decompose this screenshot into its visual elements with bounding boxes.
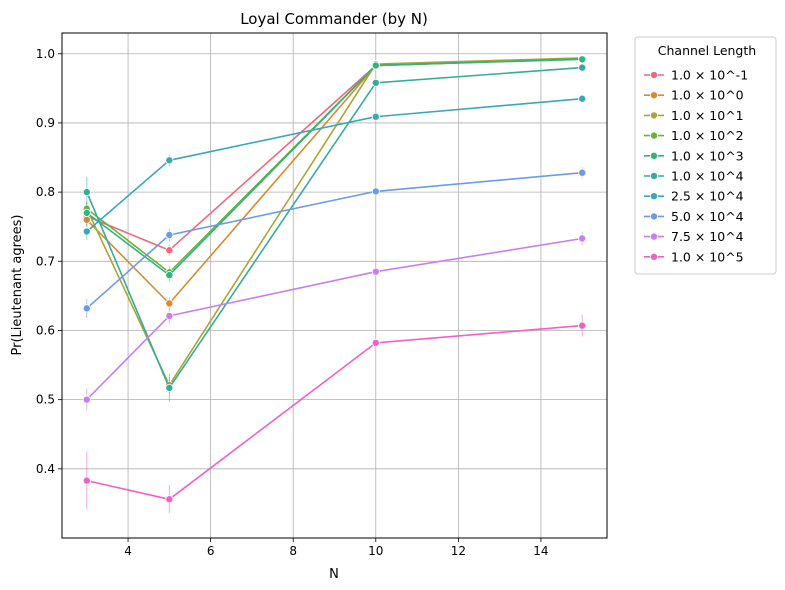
plot-frame [61,32,608,539]
legend-label: 1.0 × 10^3 [671,148,744,163]
legend-item: 1.0 × 10^5 [644,249,744,264]
series-line [86,237,583,401]
data-point [578,94,587,103]
x-tick-label: 10 [368,544,383,558]
legend-swatch-marker [650,252,659,261]
legend-label: 2.5 × 10^4 [671,189,744,204]
legend-swatch-marker [650,71,659,80]
legend-label: 5.0 × 10^4 [671,209,744,224]
legend-label: 7.5 × 10^4 [671,229,744,244]
x-tick-label: 8 [289,544,297,558]
data-point [165,299,174,308]
x-axis-label: N [329,567,339,582]
data-point [578,63,587,72]
grid [62,33,607,538]
legend-item: 7.5 × 10^4 [644,229,744,244]
data-point [578,321,587,330]
data-point [578,168,587,177]
series-5 [82,55,587,282]
data-point [165,495,174,504]
data-point [371,61,380,70]
x-tick-label: 6 [207,544,215,558]
series-line [86,66,583,389]
legend-label: 1.0 × 10^-1 [671,68,748,83]
legend-item: 1.0 × 10^0 [644,88,744,103]
series-9 [82,231,587,411]
data-point [165,230,174,239]
data-point [371,187,380,196]
x-tick-label: 14 [533,544,548,558]
series-10 [82,314,587,514]
x-tick-label: 12 [451,544,466,558]
legend-item: 5.0 × 10^4 [644,209,744,224]
legend-item: 1.0 × 10^4 [644,169,744,184]
y-tick-label: 0.5 [36,393,55,407]
data-point [82,395,91,404]
series-line [86,324,583,501]
data-point [578,234,587,243]
data-point [165,383,174,392]
series-6 [82,63,587,402]
data-point [82,208,91,217]
y-tick-label: 0.4 [36,462,55,476]
series-line [86,97,583,233]
legend-item: 1.0 × 10^1 [644,108,744,123]
data-point [82,188,91,197]
legend-label: 1.0 × 10^4 [671,169,744,184]
legend-swatch-marker [650,232,659,241]
data-point [165,246,174,255]
legend-title: Channel Length [658,43,756,58]
y-tick-label: 0.6 [36,323,55,337]
data-point [371,112,380,121]
data-point [578,55,587,64]
data-point [165,311,174,320]
legend-item: 1.0 × 10^2 [644,128,744,143]
legend-label: 1.0 × 10^1 [671,108,744,123]
y-tick-label: 0.7 [36,254,55,268]
legend-swatch-marker [650,111,659,120]
series-7 [82,94,587,240]
data-point [82,227,91,236]
data-point [371,338,380,347]
y-tick-label: 1.0 [36,47,55,61]
data-point [165,271,174,280]
series-line [86,58,583,276]
legend-swatch-marker [650,171,659,180]
y-tick-label: 0.9 [36,116,55,130]
series-line [86,57,583,386]
legend-item: 1.0 × 10^3 [644,148,744,163]
y-axis-label: Pr(Lieutenant agrees) [10,214,25,355]
x-tick-label: 4 [124,544,132,558]
data-point [371,267,380,276]
legend-label: 1.0 × 10^5 [671,249,744,264]
plot-area [62,33,607,538]
series-layer [82,53,587,514]
data-point [165,156,174,165]
data-point [82,304,91,313]
legend-label: 1.0 × 10^2 [671,128,744,143]
legend-item: 1.0 × 10^-1 [644,68,748,83]
legend-item: 2.5 × 10^4 [644,189,744,204]
legend-box [634,36,777,275]
legend-swatch-marker [650,151,659,160]
legend-swatch-marker [650,131,659,140]
legend-swatch-marker [650,212,659,221]
chart-title: Loyal Commander (by N) [240,10,428,28]
data-point [82,476,91,485]
legend-swatch-marker [650,91,659,100]
series-8 [82,167,587,319]
legend-swatch-marker [650,192,659,201]
legend-label: 1.0 × 10^0 [671,88,744,103]
legend: Channel Length 1.0 × 10^-1 1.0 × 10^0 1.0 … [634,36,777,275]
data-point [371,78,380,87]
axes: 4 6 8 10 12 14 0.4 0.5 0.6 0.7 0.8 0.9 1.0 [36,47,549,558]
series-line [86,171,583,309]
y-tick-label: 0.8 [36,185,55,199]
